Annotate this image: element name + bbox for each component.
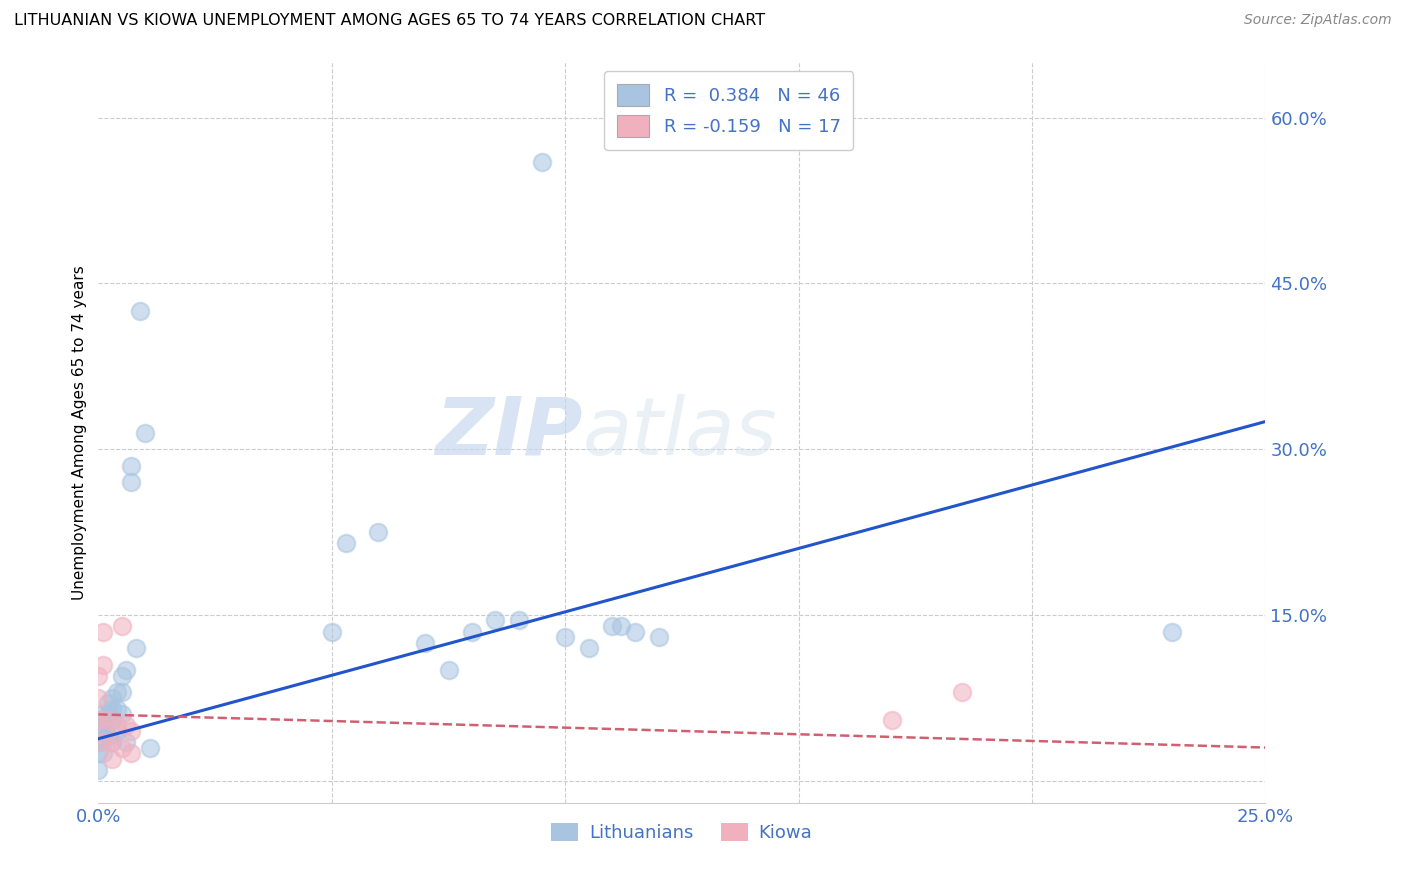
Point bbox=[87, 735, 110, 749]
Text: Source: ZipAtlas.com: Source: ZipAtlas.com bbox=[1244, 13, 1392, 28]
Point bbox=[610, 619, 633, 633]
Point bbox=[367, 524, 389, 539]
Point bbox=[120, 723, 142, 738]
Point bbox=[413, 635, 436, 649]
Point bbox=[91, 746, 114, 760]
Point bbox=[101, 702, 124, 716]
Point bbox=[91, 624, 114, 639]
Point bbox=[91, 718, 114, 732]
Point bbox=[97, 697, 120, 711]
Point bbox=[111, 740, 134, 755]
Point bbox=[87, 713, 110, 727]
Point bbox=[134, 425, 156, 440]
Point bbox=[111, 669, 134, 683]
Point bbox=[105, 723, 128, 738]
Point bbox=[111, 685, 134, 699]
Point bbox=[97, 707, 120, 722]
Point bbox=[91, 707, 114, 722]
Point bbox=[139, 740, 162, 755]
Point bbox=[97, 713, 120, 727]
Text: ZIP: ZIP bbox=[436, 393, 582, 472]
Point bbox=[120, 475, 142, 490]
Point bbox=[105, 718, 128, 732]
Point bbox=[101, 690, 124, 705]
Point bbox=[508, 614, 530, 628]
Point bbox=[91, 657, 114, 672]
Point bbox=[624, 624, 647, 639]
Point bbox=[461, 624, 484, 639]
Point bbox=[101, 735, 124, 749]
Point bbox=[87, 669, 110, 683]
Point bbox=[87, 690, 110, 705]
Point bbox=[105, 685, 128, 699]
Point bbox=[87, 713, 110, 727]
Point bbox=[578, 641, 600, 656]
Point bbox=[1161, 624, 1184, 639]
Point bbox=[647, 630, 669, 644]
Point bbox=[321, 624, 343, 639]
Point bbox=[91, 730, 114, 744]
Point bbox=[97, 730, 120, 744]
Point bbox=[101, 735, 124, 749]
Point bbox=[111, 707, 134, 722]
Point bbox=[87, 723, 110, 738]
Point bbox=[115, 735, 138, 749]
Point bbox=[530, 154, 553, 169]
Point bbox=[129, 304, 152, 318]
Point bbox=[115, 718, 138, 732]
Point bbox=[950, 685, 973, 699]
Point bbox=[87, 763, 110, 777]
Legend: Lithuanians, Kiowa: Lithuanians, Kiowa bbox=[544, 815, 820, 849]
Text: LITHUANIAN VS KIOWA UNEMPLOYMENT AMONG AGES 65 TO 74 YEARS CORRELATION CHART: LITHUANIAN VS KIOWA UNEMPLOYMENT AMONG A… bbox=[14, 13, 765, 29]
Point bbox=[335, 536, 357, 550]
Point bbox=[484, 614, 506, 628]
Point bbox=[554, 630, 576, 644]
Point bbox=[125, 641, 148, 656]
Point bbox=[120, 458, 142, 473]
Point bbox=[111, 619, 134, 633]
Point bbox=[105, 702, 128, 716]
Point bbox=[880, 713, 903, 727]
Point bbox=[87, 746, 110, 760]
Y-axis label: Unemployment Among Ages 65 to 74 years: Unemployment Among Ages 65 to 74 years bbox=[72, 265, 87, 600]
Point bbox=[91, 735, 114, 749]
Point bbox=[120, 746, 142, 760]
Point bbox=[600, 619, 623, 633]
Point bbox=[437, 663, 460, 677]
Point bbox=[101, 713, 124, 727]
Point bbox=[115, 663, 138, 677]
Text: atlas: atlas bbox=[582, 393, 778, 472]
Point bbox=[101, 751, 124, 765]
